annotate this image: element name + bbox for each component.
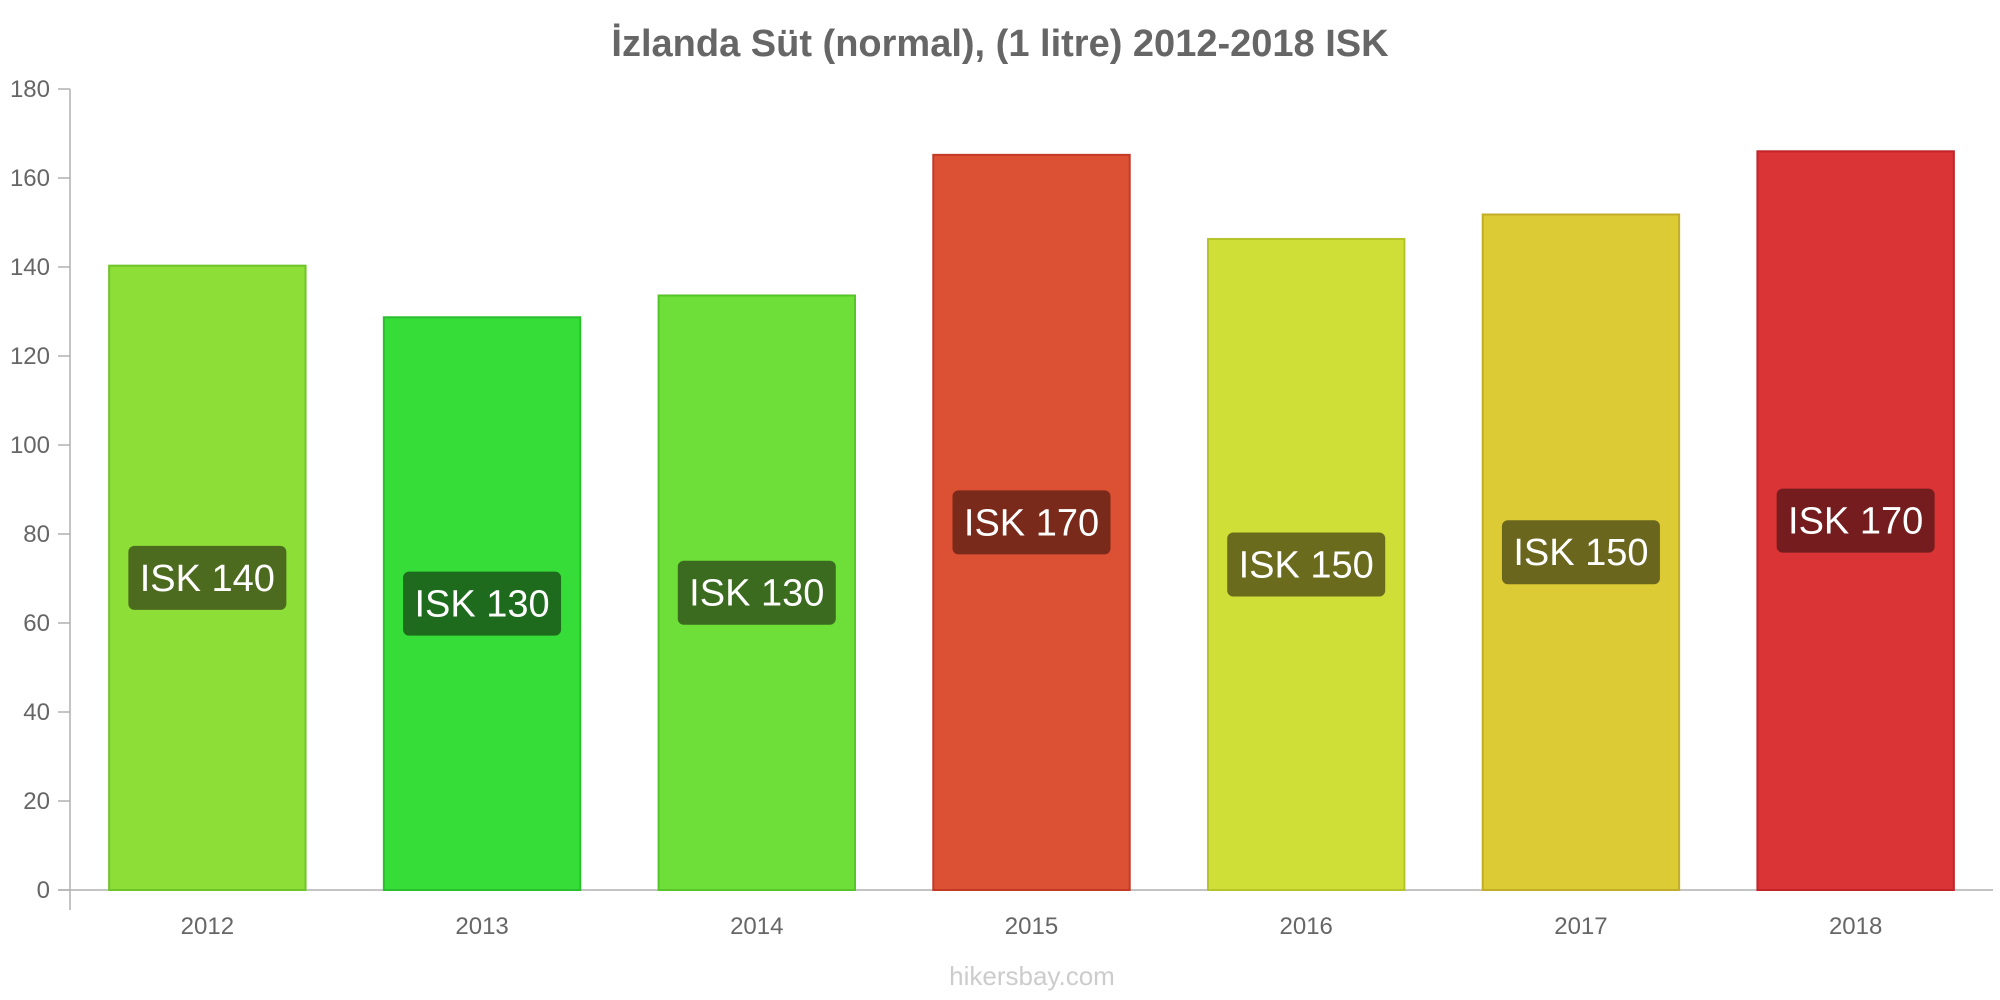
x-tick-label: 2014 [730, 913, 783, 940]
y-tick-label: 160 [10, 165, 50, 192]
y-tick-label: 40 [23, 699, 50, 726]
bar-value-label-box [1227, 532, 1386, 597]
bar-value-label: ISK 130 [689, 573, 824, 615]
bar-value-label-box [952, 490, 1111, 555]
watermark: hikersbay.com [949, 961, 1115, 991]
bar-value-label: ISK 140 [140, 558, 275, 600]
bar-value-label: ISK 150 [1239, 544, 1374, 586]
x-tick-label: 2012 [181, 913, 234, 940]
bar-value-label: ISK 150 [1513, 532, 1648, 574]
bar-value-label-box [1776, 488, 1935, 553]
y-tick-label: 120 [10, 343, 50, 370]
y-tick-label: 0 [37, 877, 50, 904]
y-tick-label: 20 [23, 788, 50, 815]
axes: 0 20 40 60 80 100 120 140 160 180 [10, 76, 1993, 910]
x-tick-label: 2015 [1005, 913, 1058, 940]
bar-value-label: ISK 170 [964, 502, 1099, 544]
y-tick-label: 80 [23, 521, 50, 548]
x-tick-label: 2013 [455, 913, 508, 940]
x-tick-label: 2018 [1829, 913, 1882, 940]
x-tick-labels: 2012 2013 2014 2015 2016 2017 2018 [181, 913, 1883, 940]
bar-value-label-box [403, 571, 562, 636]
bar-value-label-box [677, 560, 836, 625]
bar-value-label: ISK 130 [414, 584, 549, 626]
x-tick-label: 2016 [1280, 913, 1333, 940]
y-tick-label: 100 [10, 432, 50, 459]
bar-value-label-box [128, 545, 287, 610]
chart-title: İzlanda Süt (normal), (1 litre) 2012-201… [611, 23, 1389, 65]
y-tick-label: 180 [10, 76, 50, 103]
bar-value-label: ISK 170 [1788, 501, 1923, 543]
bar-value-label-box [1501, 520, 1660, 585]
y-tick-label: 60 [23, 610, 50, 637]
y-tick-label: 140 [10, 254, 50, 281]
bars: ISK 140 ISK 130 ISK 130 ISK 170 ISK 150 ISK 1… [108, 150, 1955, 892]
x-tick-label: 2017 [1554, 913, 1607, 940]
